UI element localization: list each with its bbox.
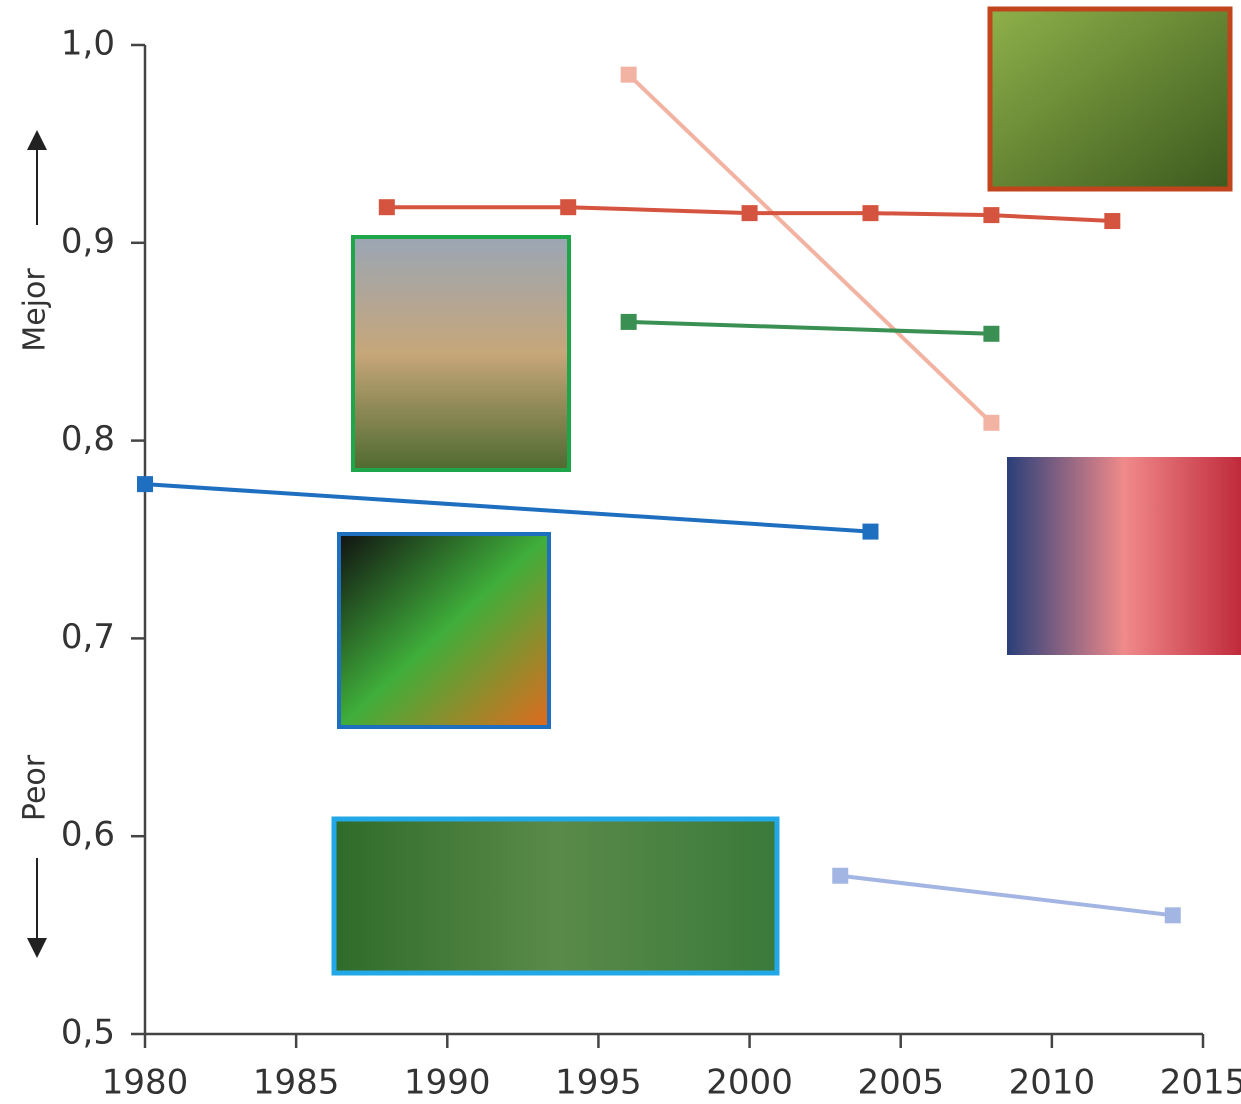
llama-photo xyxy=(351,235,571,472)
x-tick-label: 1985 xyxy=(253,1063,340,1103)
point-marker xyxy=(1164,907,1181,924)
point-marker xyxy=(983,414,1000,431)
point-marker xyxy=(378,199,395,216)
point-marker xyxy=(832,867,849,884)
y-tick-label: 0,8 xyxy=(61,419,115,459)
y-tick-label: 0,7 xyxy=(61,617,115,657)
y-tick-label: 0,9 xyxy=(61,221,115,261)
y-tick-label: 0,5 xyxy=(61,1013,115,1053)
x-tick-label: 2005 xyxy=(857,1063,944,1103)
point-marker xyxy=(137,476,153,493)
series-line xyxy=(628,319,992,336)
coral-photo xyxy=(1007,457,1241,655)
series-line xyxy=(627,73,993,425)
point-marker xyxy=(983,207,1000,224)
point-marker xyxy=(741,205,758,222)
x-tick-label: 1990 xyxy=(404,1063,491,1103)
point-marker xyxy=(560,199,577,216)
x-tick-label: 1995 xyxy=(555,1063,642,1103)
photos xyxy=(331,6,1241,976)
point-marker xyxy=(620,313,637,330)
series-line xyxy=(144,482,871,534)
series-line xyxy=(386,205,1113,224)
frog-photo xyxy=(337,532,551,729)
toucan-photo xyxy=(987,6,1233,192)
worse-label: Peor xyxy=(18,754,53,821)
series-line xyxy=(840,873,1174,918)
x-tick-label: 2015 xyxy=(1160,1063,1241,1103)
point-marker xyxy=(620,66,637,83)
x-tick-label: 2010 xyxy=(1009,1063,1096,1103)
y-tick-label: 0,6 xyxy=(61,815,115,855)
y-tick-label: 1,0 xyxy=(61,24,115,64)
better-label: Mejor xyxy=(18,268,53,352)
point-marker xyxy=(862,523,879,540)
cycad-photo xyxy=(331,816,780,976)
x-tick-label: 2000 xyxy=(706,1063,793,1103)
point-marker xyxy=(1104,213,1121,230)
point-marker xyxy=(862,205,879,222)
point-marker xyxy=(983,325,1000,342)
x-tick-label: 1980 xyxy=(102,1063,189,1103)
